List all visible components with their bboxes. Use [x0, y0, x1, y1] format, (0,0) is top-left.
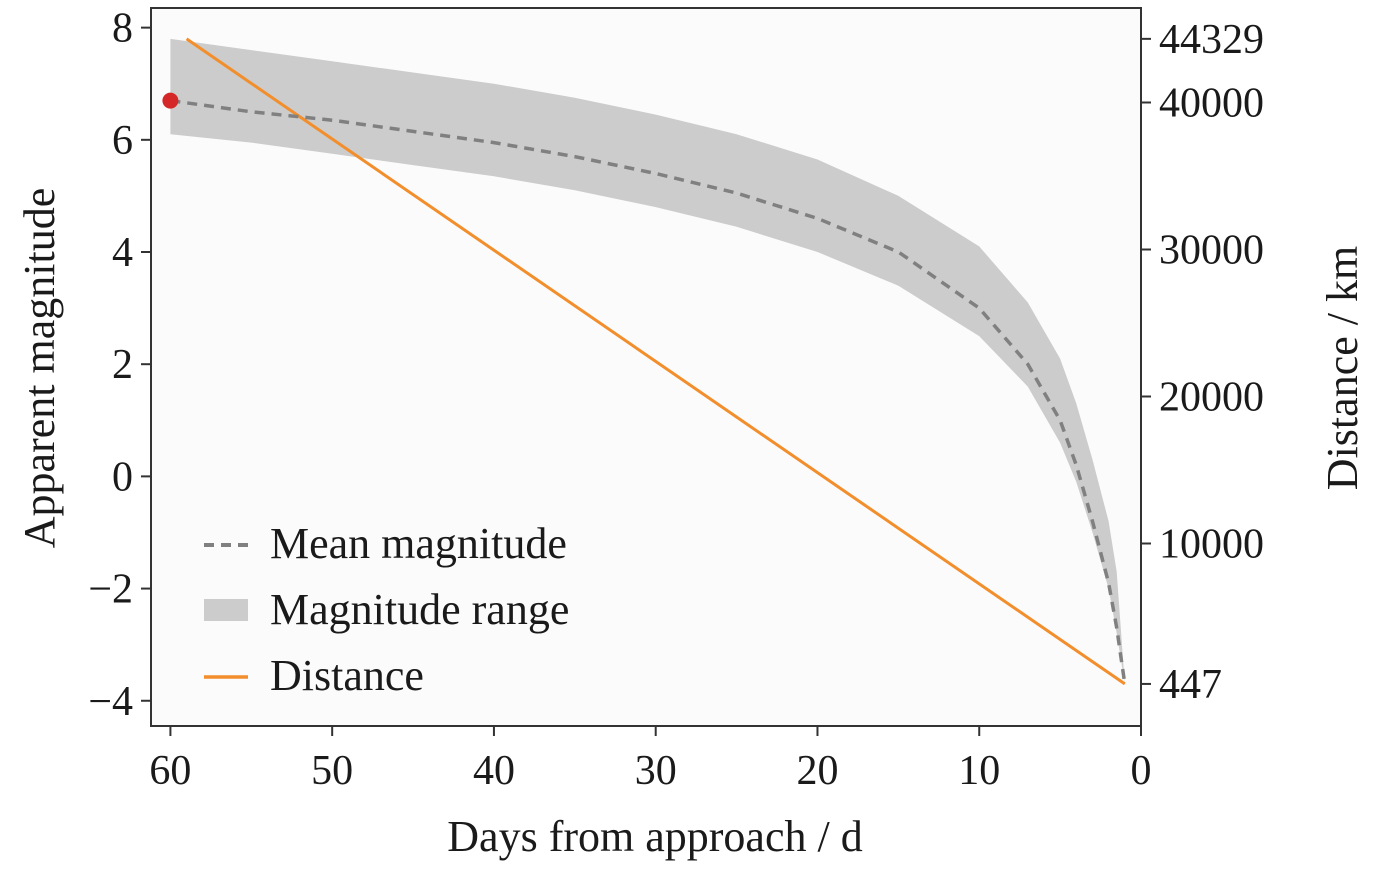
x-tick-label: 60	[149, 748, 191, 794]
right-y-axis-ticks: 447 10000 20000 30000 40000 44329	[1141, 17, 1264, 708]
x-axis-ticks: 60 50 40 30 20 10 0	[149, 726, 1152, 794]
legend-swatch-magnitude-range	[204, 599, 248, 621]
right-y-tick-label: 30000	[1159, 227, 1264, 273]
right-y-axis-label: Distance / km	[1318, 246, 1367, 490]
x-tick-label: 30	[635, 748, 677, 794]
left-y-tick-label: 4	[112, 230, 133, 276]
x-tick-label: 0	[1131, 748, 1152, 794]
legend: Mean magnitude Magnitude range Distance	[204, 519, 569, 700]
distance-line	[185, 37, 1126, 686]
left-y-axis-label: Apparent magnitude	[15, 188, 64, 548]
left-y-axis-ticks: −4 −2 0 2 4 6 8	[88, 6, 151, 725]
start-point-marker	[162, 92, 179, 109]
mean-magnitude-line	[170, 98, 1127, 685]
legend-label-magnitude-range: Magnitude range	[270, 585, 569, 634]
magnitude-range-band	[170, 38, 1125, 684]
right-y-tick-label: 20000	[1159, 374, 1264, 420]
legend-label-mean-magnitude: Mean magnitude	[270, 519, 567, 568]
left-y-tick-label: 6	[112, 118, 133, 164]
legend-label-distance: Distance	[270, 651, 424, 700]
right-y-tick-label: 44329	[1159, 17, 1264, 63]
x-tick-label: 40	[473, 748, 515, 794]
right-y-tick-label: 40000	[1159, 80, 1264, 126]
right-y-tick-label: 447	[1159, 662, 1222, 708]
left-y-tick-label: 8	[112, 6, 133, 52]
left-y-tick-label: 2	[112, 342, 133, 388]
magnitude-range-layer	[170, 38, 1125, 684]
x-tick-label: 50	[311, 748, 353, 794]
left-y-tick-label: −4	[88, 679, 133, 725]
x-tick-label: 20	[796, 748, 838, 794]
left-y-tick-label: 0	[112, 454, 133, 500]
plot-frame	[150, 7, 1142, 727]
x-tick-label: 10	[958, 748, 1000, 794]
right-y-tick-label: 10000	[1159, 521, 1264, 567]
x-axis-label: Days from approach / d	[447, 812, 862, 861]
series-layer	[162, 37, 1127, 686]
left-y-tick-label: −2	[88, 567, 133, 613]
